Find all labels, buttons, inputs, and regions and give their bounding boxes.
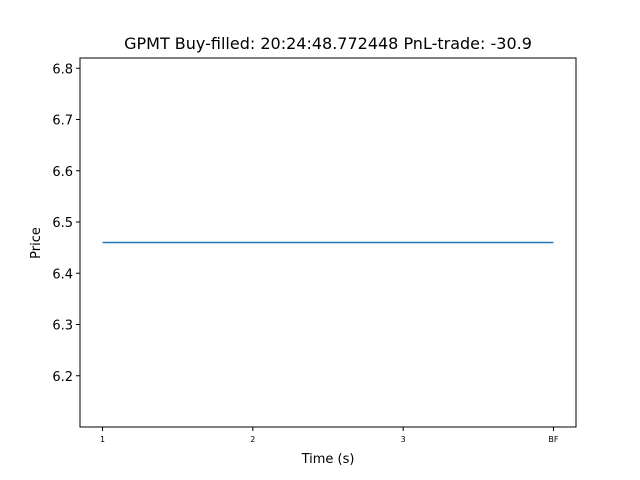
y-tick-label: 6.2 [52,370,73,385]
y-axis-ticks: 6.2 6.3 6.4 6.5 6.6 6.7 6.8 [52,62,80,385]
x-tick-label: 1 [100,435,105,444]
y-axis-label: Price [29,227,44,259]
x-tick-label: BF [548,435,558,444]
y-tick-label: 6.3 [52,319,73,334]
x-tick-label: 3 [401,435,406,444]
chart-title: GPMT Buy-filled: 20:24:48.772448 PnL-tra… [124,34,532,53]
plot-frame [79,57,577,428]
y-tick-label: 6.6 [52,165,73,180]
x-tick-label: 2 [250,435,255,444]
y-tick-label: 6.7 [52,114,73,129]
y-tick-label: 6.5 [52,216,73,231]
x-axis-ticks: 1 2 3 BF [100,427,559,444]
y-tick-label: 6.4 [52,267,73,282]
x-axis-label: Time (s) [301,452,355,467]
y-tick-label: 6.8 [52,62,73,77]
